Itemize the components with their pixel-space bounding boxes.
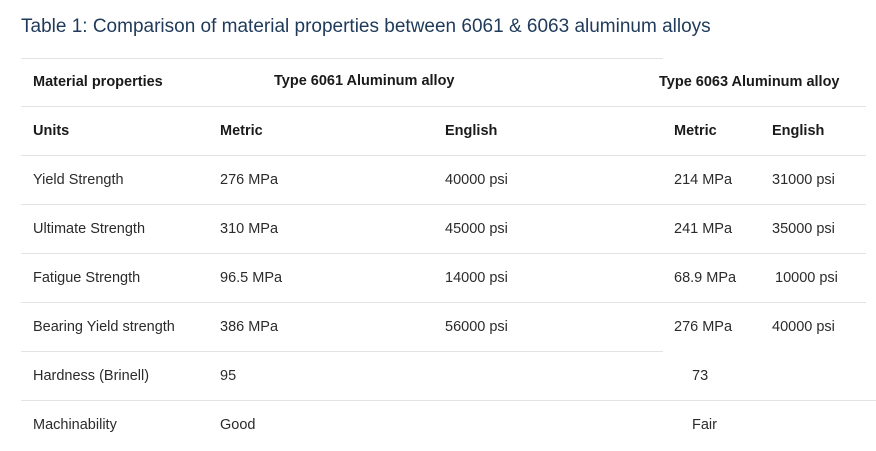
row-bearing-yield-strength-label: Bearing Yield strength (33, 319, 175, 335)
row-yield-strength-metric-6063: 214 MPa (674, 172, 733, 188)
row-yield-strength-metric-6061: 276 MPa (220, 172, 279, 188)
row-ultimate-strength-label: Ultimate Strength (33, 221, 146, 237)
row-machinability-metric-6061: Good (220, 417, 256, 433)
row-ultimate-strength-metric-6063: 241 MPa (674, 221, 733, 237)
units-metric-6061: Metric (220, 123, 263, 139)
row-bearing-yield-strength-english-6061: 56000 psi (445, 319, 508, 335)
units-label: Units (33, 123, 70, 139)
row-hardness-metric-6061: 95 (220, 368, 237, 384)
divider (21, 351, 663, 352)
row-yield-strength-english-6063: 31000 psi (772, 172, 835, 188)
row-yield-strength-label: Yield Strength (33, 172, 124, 188)
row-fatigue-strength-english-6061: 14000 psi (445, 270, 508, 286)
row-fatigue-strength-metric-6061: 96.5 MPa (220, 270, 283, 286)
header-type-6063: Type 6063 Aluminum alloy (659, 74, 840, 90)
row-ultimate-strength-english-6063: 35000 psi (772, 221, 835, 237)
row-bearing-yield-strength-english-6063: 40000 psi (772, 319, 835, 335)
row-ultimate-strength-metric-6061: 310 MPa (220, 221, 279, 237)
row-bearing-yield-strength-metric-6061: 386 MPa (220, 319, 279, 335)
row-hardness-label: Hardness (Brinell) (33, 368, 150, 384)
units-english-6063: English (772, 123, 825, 139)
row-machinability-label: Machinability (33, 417, 117, 433)
header-material-properties: Material properties (33, 74, 163, 90)
row-ultimate-strength-english-6061: 45000 psi (445, 221, 508, 237)
row-bearing-yield-strength-metric-6063: 276 MPa (674, 319, 733, 335)
units-english-6061: English (445, 123, 498, 139)
divider (21, 155, 866, 156)
table-title: Table 1: Comparison of material properti… (21, 16, 711, 37)
divider (21, 400, 876, 401)
units-metric-6063: Metric (674, 123, 717, 139)
row-yield-strength-english-6061: 40000 psi (445, 172, 508, 188)
row-fatigue-strength-label: Fatigue Strength (33, 270, 141, 286)
divider (21, 253, 866, 254)
row-fatigue-strength-english-6063: 10000 psi (775, 270, 838, 286)
divider (21, 58, 663, 59)
row-hardness-metric-6063: 73 (692, 368, 709, 384)
divider (21, 204, 866, 205)
row-machinability-metric-6063: Fair (692, 417, 717, 433)
divider (21, 106, 866, 107)
divider (21, 302, 866, 303)
header-type-6061: Type 6061 Aluminum alloy (274, 73, 455, 89)
row-fatigue-strength-metric-6063: 68.9 MPa (674, 270, 737, 286)
